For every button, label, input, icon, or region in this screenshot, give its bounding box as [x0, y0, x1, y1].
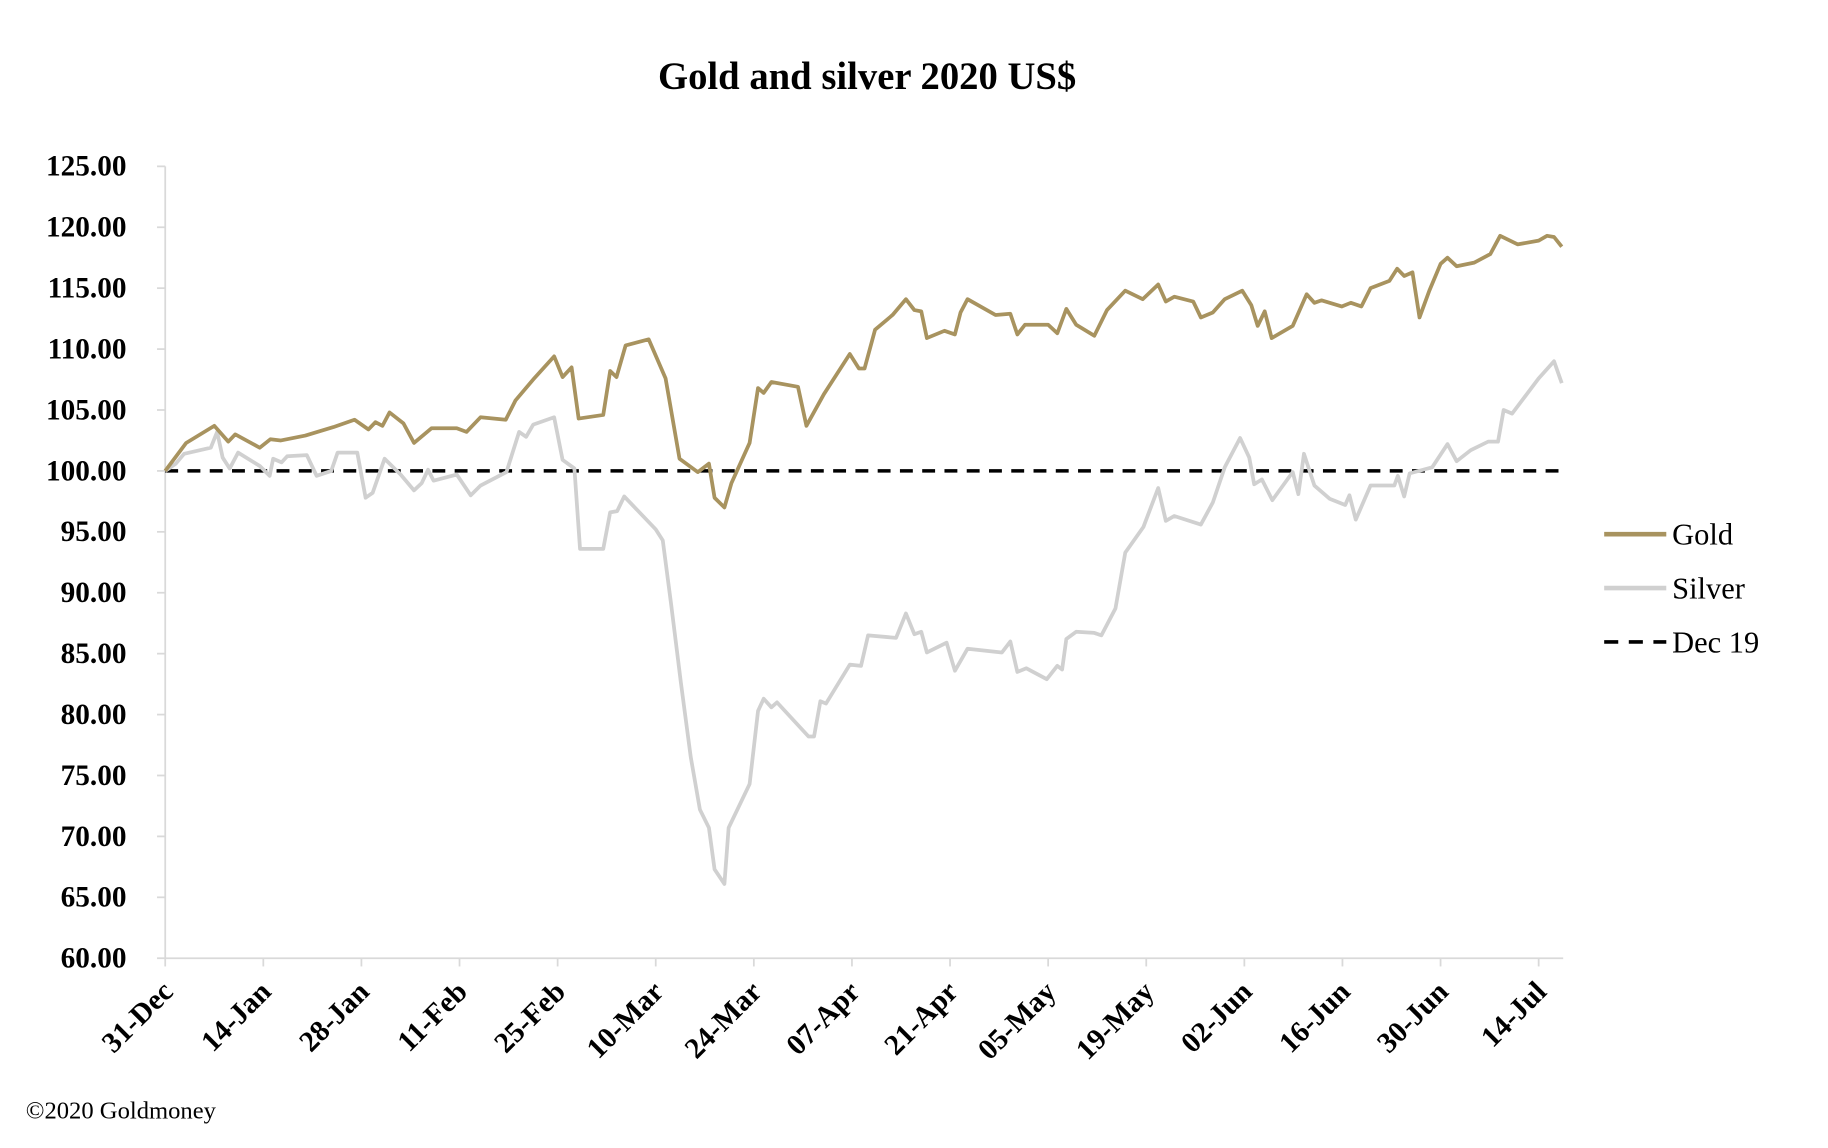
x-axis: 31-Dec 14-Jan 28-Jan 11-Feb 25-Feb 10-Mar 24-M… — [96, 957, 1564, 1066]
y-tick-label: 65.00 — [61, 882, 127, 914]
x-tick-label: 14-Jan — [195, 976, 277, 1058]
x-tick-label: 05-May — [972, 975, 1063, 1066]
legend-label: Dec 19 — [1672, 625, 1759, 659]
y-tick-label: 115.00 — [48, 273, 127, 305]
series-line-silver — [164, 359, 1564, 886]
legend: Gold Silver Dec 19 — [1604, 518, 1759, 659]
legend-label: Silver — [1672, 572, 1745, 606]
y-tick-label: 70.00 — [61, 821, 127, 853]
y-tick-label: 90.00 — [61, 577, 127, 609]
x-tick-label: 16-Jun — [1273, 976, 1357, 1060]
x-tick-label: 10-Mar — [581, 976, 670, 1065]
x-tick-label: 24-Mar — [679, 976, 768, 1065]
y-tick-label: 110.00 — [48, 333, 127, 365]
x-tick-label: 19-May — [1070, 975, 1161, 1066]
legend-label: Gold — [1672, 518, 1733, 552]
y-tick-label: 120.00 — [46, 212, 127, 244]
y-tick-label: 80.00 — [61, 699, 127, 731]
y-tick-label: 105.00 — [46, 394, 127, 426]
x-tick-label: 31-Dec — [96, 976, 180, 1060]
y-tick-label: 85.00 — [61, 638, 127, 670]
y-tick-label: 95.00 — [61, 516, 127, 548]
x-tick-label: 11-Feb — [391, 976, 473, 1058]
copyright-text: ©2020 Goldmoney — [26, 1098, 217, 1125]
series-group — [163, 233, 1564, 886]
x-tick-label: 25-Feb — [488, 976, 572, 1060]
x-tick-label: 02-Jun — [1175, 976, 1259, 1060]
x-tick-label: 21-Apr — [878, 976, 964, 1062]
x-tick-label: 28-Jan — [293, 976, 375, 1058]
chart-title: Gold and silver 2020 US$ — [658, 56, 1076, 98]
x-tick-label: 14-Jul — [1475, 976, 1553, 1054]
series-line-gold — [163, 233, 1564, 510]
y-tick-label: 60.00 — [61, 943, 127, 975]
y-axis: 60.00 65.00 70.00 75.00 80.00 85.00 90.00 95.00… — [46, 151, 167, 975]
y-tick-label: 125.00 — [46, 151, 127, 183]
x-tick-label: 07-Apr — [780, 976, 866, 1062]
x-tick-label: 30-Jun — [1371, 976, 1455, 1060]
y-tick-label: 75.00 — [61, 760, 127, 792]
y-tick-label: 100.00 — [46, 455, 127, 487]
